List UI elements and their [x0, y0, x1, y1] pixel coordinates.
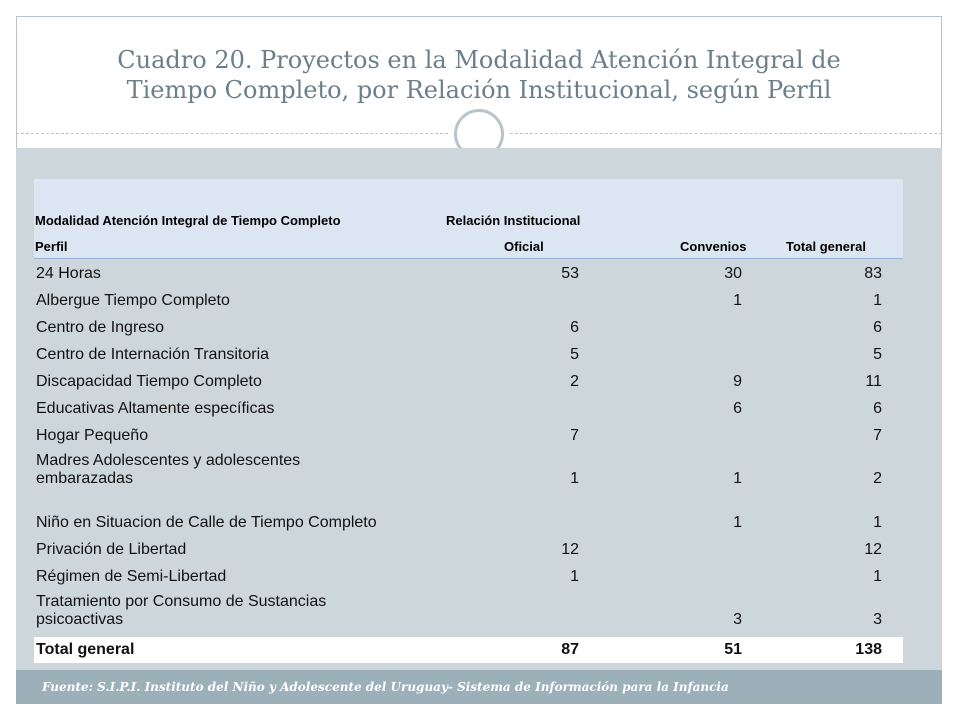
cell-convenios: 1 [733, 292, 742, 309]
cell-total: 1 [873, 568, 882, 585]
table-row: Discapacidad Tiempo Completo 2 9 11 [34, 367, 903, 394]
source-footer: Fuente: S.I.P.I. Instituto del Niño y Ad… [16, 670, 942, 704]
cell-oficial [364, 629, 579, 632]
cell-convenios: 6 [733, 400, 742, 417]
total-oficial: 87 [561, 641, 579, 658]
cell-perfil: Albergue Tiempo Completo [36, 292, 230, 309]
total-row: Total general 87 51 138 [34, 637, 903, 663]
table-row: Centro de Ingreso 6 6 [34, 313, 903, 340]
title-area: Cuadro 20. Proyectos en la Modalidad Ate… [16, 16, 942, 134]
table-row: Albergue Tiempo Completo 1 1 [34, 286, 903, 313]
table-row: Madres Adolescentes y adolescentes embar… [34, 448, 903, 491]
cell-oficial: 7 [570, 427, 579, 444]
data-table: Modalidad Atención Integral de Tiempo Co… [34, 179, 903, 663]
cell-perfil: Educativas Altamente específicas [36, 400, 275, 417]
header-convenios: Convenios [680, 239, 747, 254]
cell-total: 1 [873, 292, 882, 309]
cell-convenios: 1 [733, 514, 742, 531]
cell-perfil: Niño en Situacion de Calle de Tiempo Com… [36, 514, 377, 531]
cell-convenios: 3 [733, 611, 742, 628]
total-convenios: 51 [724, 641, 742, 658]
cell-perfil: Privación de Libertad [36, 541, 187, 558]
table-row: Régimen de Semi-Libertad 1 1 [34, 562, 903, 589]
header-relacion: Relación Institucional [446, 213, 581, 228]
header-perfil: Perfil [35, 239, 68, 254]
cell-total: 6 [873, 400, 882, 417]
cell-total: 6 [873, 319, 882, 336]
cell-perfil: Régimen de Semi-Libertad [36, 568, 227, 585]
cell-oficial: 1 [570, 470, 579, 487]
total-label: Total general [36, 641, 135, 658]
table-row: Centro de Internación Transitoria 5 5 [34, 340, 903, 367]
cell-total: 83 [864, 265, 882, 282]
cell-total: 5 [873, 346, 882, 363]
table-header: Modalidad Atención Integral de Tiempo Co… [34, 179, 903, 259]
cell-convenios: 30 [724, 265, 742, 282]
header-oficial: Oficial [504, 239, 544, 254]
cell-perfil: Hogar Pequeño [36, 427, 149, 444]
cell-total: 1 [873, 514, 882, 531]
table-row: Hogar Pequeño 7 7 [34, 421, 903, 448]
total-general: 138 [855, 641, 882, 658]
table-row: Educativas Altamente específicas 6 6 [34, 394, 903, 421]
table-row: Tratamiento por Consumo de Sustancias ps… [34, 589, 903, 632]
header-total: Total general [786, 239, 866, 254]
cell-convenios: 1 [733, 470, 742, 487]
table-row: Niño en Situacion de Calle de Tiempo Com… [34, 491, 903, 535]
cell-oficial: 5 [570, 346, 579, 363]
cell-perfil: Discapacidad Tiempo Completo [36, 373, 262, 390]
cell-convenios: 9 [733, 373, 742, 390]
cell-total: 11 [865, 373, 882, 390]
cell-perfil: Centro de Internación Transitoria [36, 346, 270, 363]
cell-oficial: 6 [570, 319, 579, 336]
slide-title: Cuadro 20. Proyectos en la Modalidad Ate… [117, 46, 841, 104]
cell-oficial: 1 [570, 568, 579, 585]
cell-perfil: Madres Adolescentes y adolescentes embar… [36, 452, 301, 487]
table-body: 24 Horas 53 30 83 Albergue Tiempo Comple… [34, 259, 903, 637]
header-modalidad: Modalidad Atención Integral de Tiempo Co… [35, 213, 341, 228]
cell-total: 12 [864, 541, 882, 558]
cell-total: 2 [873, 470, 882, 487]
cell-total: 3 [873, 611, 882, 628]
table-row: Privación de Libertad 12 12 [34, 535, 903, 562]
cell-perfil: Centro de Ingreso [36, 319, 165, 336]
table-row: 24 Horas 53 30 83 [34, 259, 903, 286]
source-text: Fuente: S.I.P.I. Instituto del Niño y Ad… [42, 680, 729, 694]
cell-oficial: 12 [561, 541, 579, 558]
cell-oficial: 53 [561, 265, 579, 282]
cell-perfil: Tratamiento por Consumo de Sustancias ps… [36, 593, 327, 628]
cell-total: 7 [873, 427, 882, 444]
cell-perfil: 24 Horas [36, 265, 101, 282]
cell-oficial: 2 [570, 373, 579, 390]
